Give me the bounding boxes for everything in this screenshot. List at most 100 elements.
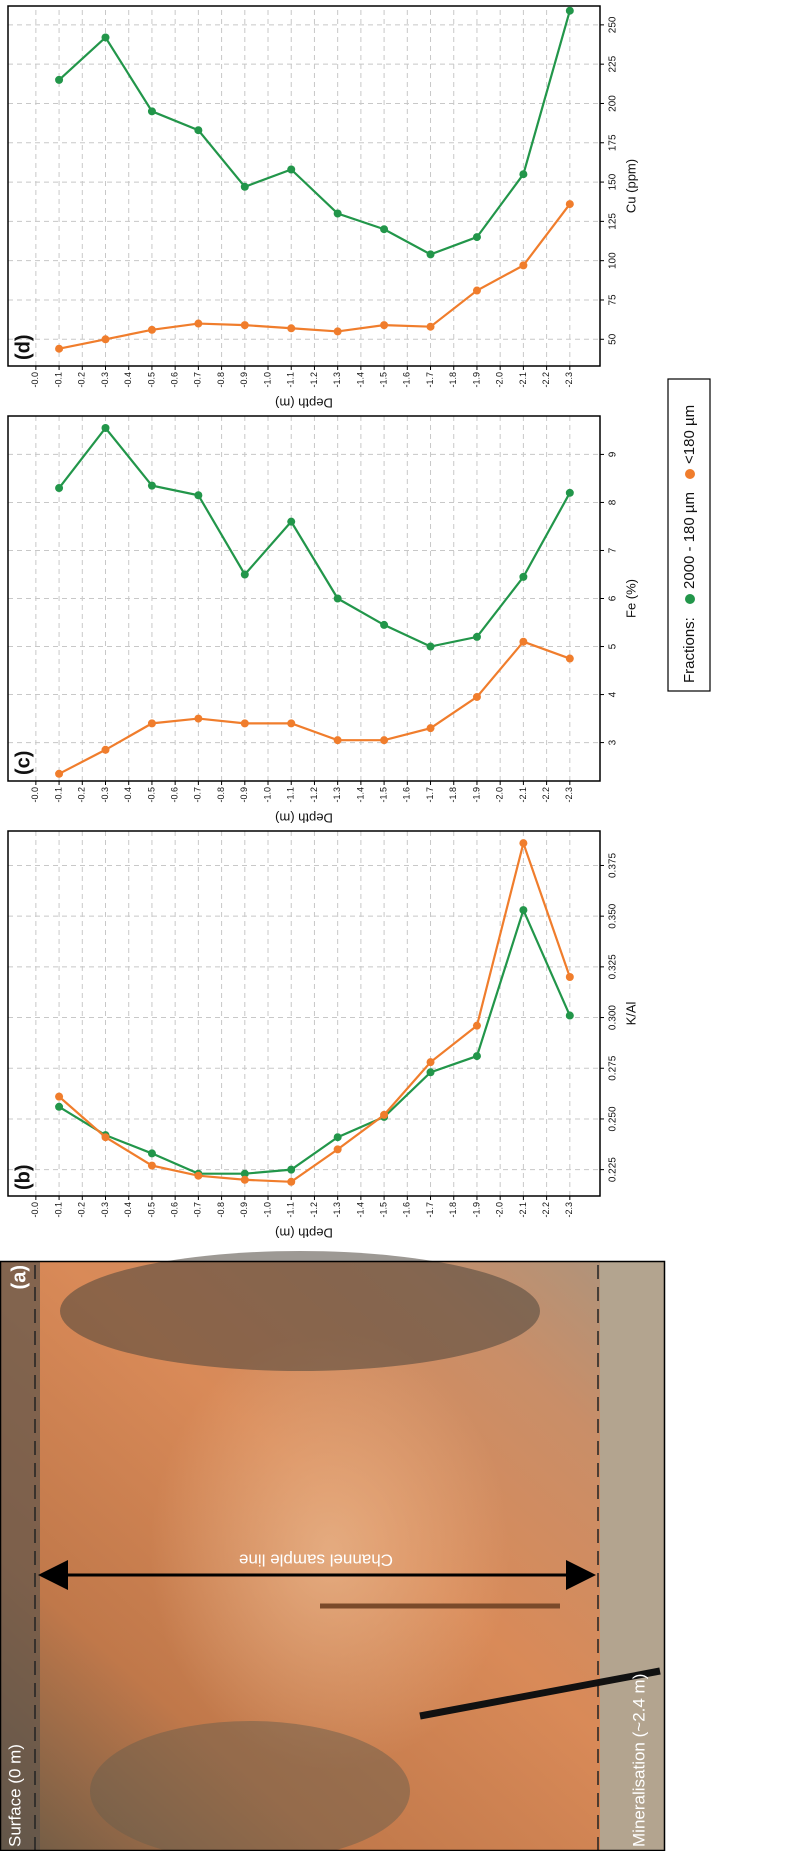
y-tick-label: -0.6 [170, 372, 180, 388]
data-point [380, 1111, 388, 1119]
data-point [194, 320, 202, 328]
y-tick-label: -0.4 [123, 1202, 133, 1218]
annotation: Surface (0 m) [5, 1744, 24, 1847]
data-point [55, 770, 63, 778]
x-tick-label: 0.325 [608, 954, 619, 979]
x-tick-label: 75 [608, 294, 619, 306]
y-tick-label: -0.0 [30, 1202, 40, 1218]
y-tick-label: -2.0 [495, 372, 505, 388]
x-tick-label: 150 [608, 173, 619, 190]
data-point [380, 321, 388, 329]
data-point [148, 719, 156, 727]
x-axis-label: Fe (%) [623, 579, 638, 618]
y-tick-label: -1.8 [448, 1202, 458, 1218]
data-point [519, 573, 527, 581]
y-tick-label: -2.3 [564, 787, 574, 803]
data-point [427, 724, 435, 732]
panel-label: (c) [12, 751, 34, 775]
photo: Surface (0 m) Channel sample line Minera… [0, 1251, 665, 1851]
y-tick-label: -0.6 [170, 787, 180, 803]
y-tick-label: -1.2 [309, 372, 319, 388]
y-tick-label: -1.3 [332, 372, 342, 388]
y-tick-label: -1.1 [286, 372, 296, 388]
x-tick-label: 50 [608, 333, 619, 345]
y-tick-label: -2.0 [495, 1202, 505, 1218]
y-tick-label: -1.2 [309, 787, 319, 803]
data-point [148, 482, 156, 490]
data-point [287, 1178, 295, 1186]
y-tick-label: -1.0 [262, 372, 272, 388]
y-tick-label: -0.9 [239, 372, 249, 388]
data-point [55, 484, 63, 492]
y-tick-label: -0.0 [30, 787, 40, 803]
x-tick-label: 8 [608, 499, 619, 505]
data-point [473, 1022, 481, 1030]
x-tick-label: 6 [608, 595, 619, 601]
data-point [519, 906, 527, 914]
y-tick-label: -1.7 [425, 372, 435, 388]
x-tick-label: 0.350 [608, 903, 619, 928]
plot-area [8, 831, 600, 1196]
data-point [241, 183, 249, 191]
y-tick-label: -1.8 [448, 372, 458, 388]
y-tick-label: -1.5 [378, 1202, 388, 1218]
y-tick-label: -0.7 [193, 787, 203, 803]
x-tick-label: 0.225 [608, 1157, 619, 1182]
x-axis-label: K/Al [623, 1001, 638, 1025]
x-axis-label: Cu (ppm) [623, 159, 638, 213]
data-point [194, 1172, 202, 1180]
data-point [241, 1176, 249, 1184]
data-point [380, 736, 388, 744]
x-tick-label: 0.275 [608, 1055, 619, 1080]
data-point [102, 1133, 110, 1141]
data-point [148, 107, 156, 115]
plot-area [8, 6, 600, 366]
data-point [427, 643, 435, 651]
data-point [102, 33, 110, 41]
data-point [334, 1145, 342, 1153]
chart: -0.0-0.1-0.2-0.3-0.4-0.5-0.6-0.7-0.8-0.9… [8, 6, 638, 411]
y-tick-label: -2.1 [518, 787, 528, 803]
x-tick-label: 175 [608, 134, 619, 151]
y-tick-label: -0.8 [216, 372, 226, 388]
data-point [194, 491, 202, 499]
y-tick-label: -2.0 [495, 787, 505, 803]
y-tick-label: -0.9 [239, 787, 249, 803]
data-point [519, 261, 527, 269]
y-tick-label: -1.0 [262, 787, 272, 803]
data-point [194, 715, 202, 723]
y-tick-label: -0.7 [193, 372, 203, 388]
y-tick-label: -0.7 [193, 1202, 203, 1218]
data-point [334, 736, 342, 744]
data-point [55, 76, 63, 84]
y-tick-label: -0.4 [123, 372, 133, 388]
data-point [427, 323, 435, 331]
data-point [148, 1149, 156, 1157]
chart: -0.0-0.1-0.2-0.3-0.4-0.5-0.6-0.7-0.8-0.9… [8, 416, 638, 826]
data-point [334, 595, 342, 603]
figure-canvas: Surface (0 m) Channel sample line Minera… [0, 0, 788, 1851]
x-tick-label: 4 [608, 691, 619, 697]
y-tick-label: -0.2 [77, 372, 87, 388]
data-point [473, 1052, 481, 1060]
y-tick-label: -0.5 [146, 787, 156, 803]
y-tick-label: -1.5 [378, 372, 388, 388]
y-tick-label: -0.8 [216, 787, 226, 803]
data-point [473, 693, 481, 701]
y-axis-label: Depth (m) [275, 1226, 333, 1241]
y-tick-label: -2.3 [564, 372, 574, 388]
data-point [55, 345, 63, 353]
data-point [241, 719, 249, 727]
data-point [566, 1012, 574, 1020]
data-point [519, 170, 527, 178]
data-point [287, 518, 295, 526]
y-tick-label: -2.3 [564, 1202, 574, 1218]
y-tick-label: -1.2 [309, 1202, 319, 1218]
data-point [55, 1103, 63, 1111]
y-tick-label: -1.7 [425, 787, 435, 803]
y-tick-label: -0.2 [77, 1202, 87, 1218]
y-tick-label: -0.1 [53, 787, 63, 803]
x-tick-label: 250 [608, 16, 619, 33]
data-point [148, 326, 156, 334]
x-tick-label: 200 [608, 95, 619, 112]
